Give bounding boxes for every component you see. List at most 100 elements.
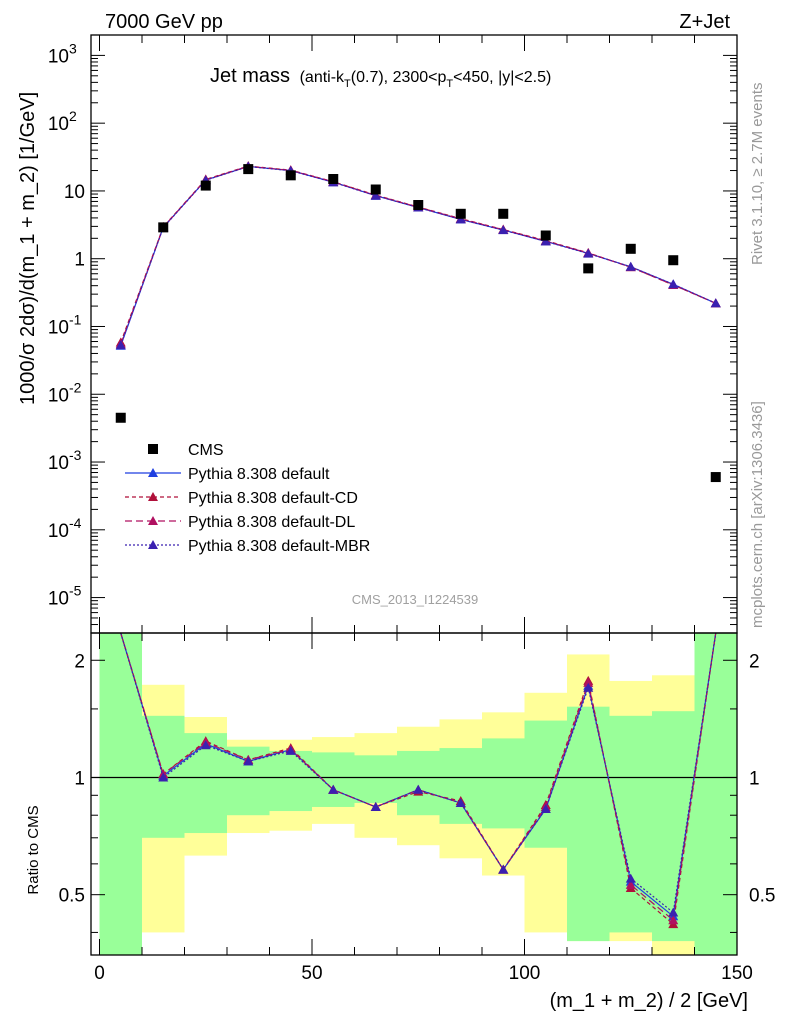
- cms-data-point: [413, 200, 424, 211]
- ratio-y-tick-label: 0.5: [59, 886, 85, 907]
- mc-point-marker: [710, 298, 721, 308]
- cms-data-point: [583, 263, 594, 274]
- stat-band-bin: [99, 633, 142, 955]
- main-y-tick-label: 10-4: [48, 515, 82, 542]
- ratio-point-marker: [540, 803, 551, 813]
- mc-series-line: [120, 165, 716, 346]
- mc-series-line: [120, 165, 716, 346]
- legend-label: Pythia 8.308 default-MBR: [188, 538, 370, 555]
- cms-data-point: [498, 208, 509, 219]
- analysis-id: CMS_2013_I1224539: [352, 592, 479, 607]
- main-y-tick-label: 10-5: [48, 583, 82, 610]
- mc-point-marker: [498, 225, 509, 235]
- mc-series-line: [120, 165, 716, 345]
- main-y-axis-label: 1000/σ 2dσ)/d(m_1 + m_2) [1/GeV]: [17, 92, 39, 405]
- mc-point-marker: [540, 236, 551, 246]
- stat-band-bin: [439, 748, 482, 824]
- legend-label: Pythia 8.308 default-DL: [188, 514, 355, 531]
- ratio-point-marker: [285, 745, 296, 755]
- x-axis-label: (m_1 + m_2) / 2 [GeV]: [550, 990, 748, 1012]
- x-tick-label: 100: [509, 963, 541, 984]
- stat-band-bin: [269, 750, 312, 812]
- mc-point-marker: [668, 279, 679, 289]
- mc-point-marker: [370, 190, 381, 200]
- stat-band-bin: [567, 706, 610, 942]
- stat-band-bin: [312, 752, 355, 807]
- stat-band-bin: [397, 750, 440, 816]
- ratio-point-marker: [413, 784, 424, 794]
- mc-point-marker: [625, 261, 636, 271]
- main-y-tick-label: 102: [48, 108, 77, 135]
- ratio-y-tick-label-right: 1: [749, 768, 760, 789]
- ratio-point-marker: [498, 864, 509, 874]
- ratio-point-marker: [158, 772, 169, 782]
- ratio-uncertainty-bands: [91, 633, 737, 955]
- ratio-y-tick-label: 2: [74, 651, 85, 672]
- cms-data-point: [115, 412, 126, 423]
- cms-data-point: [243, 164, 254, 175]
- ratio-series-group: [120, 632, 717, 929]
- mc-point-marker: [583, 248, 594, 258]
- legend-label: Pythia 8.308 default-CD: [188, 490, 358, 507]
- ratio-point-marker: [328, 784, 339, 794]
- cms-data-point: [455, 208, 466, 219]
- cms-data-point: [158, 222, 169, 233]
- ratio-point-marker: [455, 797, 466, 807]
- ratio-y-tick-label-right: 0.5: [749, 886, 775, 907]
- cms-data-point: [540, 230, 551, 241]
- legend-marker: [148, 468, 158, 477]
- x-tick-label: 150: [721, 963, 753, 984]
- legend-marker: [148, 540, 158, 549]
- header-right: Z+Jet: [679, 11, 730, 33]
- main-y-tick-label: 10-1: [48, 311, 82, 338]
- ratio-point-marker: [200, 740, 211, 750]
- legend-label: Pythia 8.308 default: [188, 466, 330, 483]
- main-y-tick-label: 1: [74, 250, 85, 271]
- side-label-rivet: Rivet 3.1.10, ≥ 2.7M events: [749, 83, 766, 266]
- mc-point-marker: [115, 340, 126, 350]
- stat-band-bin: [694, 633, 737, 955]
- ratio-point-marker: [370, 801, 381, 811]
- legend-marker: [148, 516, 158, 525]
- cms-data-point: [285, 170, 296, 181]
- main-series-group: [115, 161, 721, 483]
- side-label-mcplots: mcplots.cern.ch [arXiv:1306.3436]: [749, 401, 766, 628]
- main-y-tick-label: 10-2: [48, 379, 82, 406]
- main-y-tick-label: 103: [48, 40, 77, 67]
- ratio-y-axis-label: Ratio to CMS: [25, 805, 42, 894]
- cms-data-point: [625, 243, 636, 254]
- ratio-point-marker: [625, 873, 636, 883]
- cms-data-point: [328, 174, 339, 185]
- main-y-tick-label: 10: [64, 182, 85, 203]
- stat-band-bin: [354, 755, 397, 803]
- mc-series-line: [120, 165, 716, 343]
- ratio-point-marker: [625, 879, 636, 889]
- ratio-point-marker: [243, 756, 254, 766]
- legend: CMS Pythia 8.308 default Pythia 8.308 defa…: [125, 442, 370, 555]
- ratio-y-tick-label-right: 2: [749, 651, 760, 672]
- cms-data-point: [668, 255, 679, 266]
- ratio-point-marker: [583, 682, 594, 692]
- cms-data-point: [710, 472, 721, 483]
- legend-marker: [148, 492, 158, 501]
- cms-data-point: [200, 180, 211, 191]
- ratio-point-marker: [668, 915, 679, 925]
- x-tick-label: 0: [94, 963, 105, 984]
- stat-band-bin: [482, 738, 525, 829]
- stat-band-bin: [609, 715, 652, 933]
- mc-point-marker: [455, 214, 466, 224]
- legend-label: CMS: [188, 442, 224, 459]
- stat-band-bin: [524, 720, 567, 848]
- x-tick-label: 50: [301, 963, 322, 984]
- header-left: 7000 GeV pp: [105, 11, 223, 33]
- plot-title: Jet mass (anti-kT(0.7), 2300<pT<450, |y|…: [210, 65, 551, 90]
- main-y-tick-label: 10-3: [48, 447, 82, 474]
- cms-data-point: [370, 184, 381, 195]
- ratio-point-marker: [583, 677, 594, 687]
- ratio-plot-frame: [90, 632, 738, 956]
- ratio-point-marker: [668, 907, 679, 917]
- ratio-y-tick-label: 1: [74, 768, 85, 789]
- legend-marker-cms: [148, 444, 158, 454]
